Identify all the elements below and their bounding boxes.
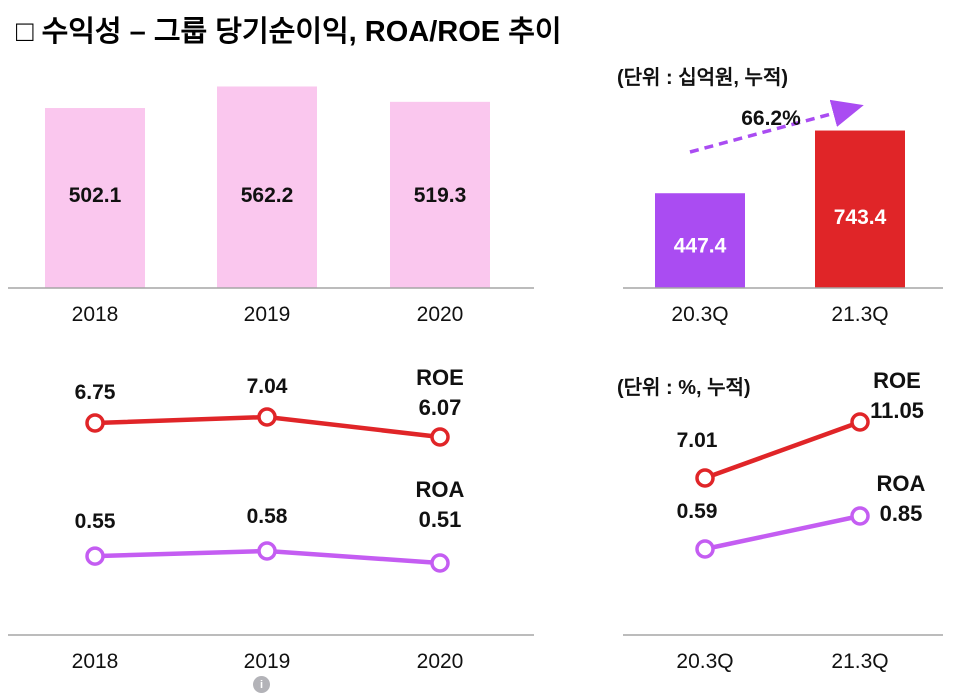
roa-marker [695, 539, 715, 559]
unit-label-percent: (단위 : %, 누적) [617, 377, 751, 399]
roa-marker [430, 553, 450, 573]
page-title: □ 수익성 – 그룹 당기순이익, ROA/ROE 추이 [16, 16, 562, 48]
point-value: 0.59 [677, 500, 718, 523]
info-icon[interactable]: i [253, 676, 270, 693]
x-tick: 2018 [72, 303, 119, 326]
point-value: 6.75 [75, 381, 116, 404]
roa-series-label: ROA [416, 477, 465, 502]
bar-20.3Q [655, 193, 745, 288]
roe-last-value: 11.05 [870, 398, 924, 423]
roa-last-value: 0.85 [880, 501, 923, 526]
roa-roe-quarterly-line-chart: 7.01 ROE 11.05 0.59 ROA 0.85 20.3Q 21.3Q [623, 368, 943, 673]
point-value: 0.58 [247, 505, 288, 528]
roe-series-label: ROE [416, 365, 464, 390]
roa-line [702, 513, 863, 552]
x-tick: 21.3Q [831, 650, 888, 673]
roa-last-value: 0.51 [419, 507, 462, 532]
roa-series-label: ROA [877, 471, 926, 496]
panel-net-income-annual: 502.1 2018 562.2 2019 519.3 2020 [0, 55, 550, 355]
bar-value: 519.3 [414, 184, 467, 207]
panel-net-income-quarterly: (단위 : 십억원, 누적) 447.4 20.3Q 743.4 21.3Q 66.2% [595, 55, 968, 355]
bar-2018 [45, 108, 145, 288]
net-income-quarterly-bar-chart: 447.4 20.3Q 743.4 21.3Q 66.2% [623, 99, 943, 326]
roe-marker [85, 413, 105, 433]
bar-2019 [217, 86, 317, 288]
info-icon-glyph: i [259, 678, 264, 691]
x-tick: 2020 [417, 650, 464, 673]
bar-2020 [390, 101, 490, 288]
net-income-annual-bar-chart: 502.1 2018 562.2 2019 519.3 2020 [8, 86, 534, 326]
x-tick: 2019 [244, 650, 291, 673]
bar-value: 562.2 [241, 184, 294, 207]
point-value: 7.04 [247, 375, 288, 398]
roa-marker [850, 506, 870, 526]
unit-label-billion-won: (단위 : 십억원, 누적) [617, 67, 789, 89]
x-tick: 21.3Q [831, 303, 888, 326]
bar-value: 502.1 [69, 184, 122, 207]
x-tick: 2020 [417, 303, 464, 326]
x-tick: 2019 [244, 303, 291, 326]
roe-series-label: ROE [873, 368, 921, 393]
roe-marker [850, 412, 870, 432]
growth-percent-label: 66.2% [741, 107, 801, 130]
bar-21.3Q [815, 130, 905, 288]
roa-marker [257, 541, 277, 561]
roe-marker [430, 427, 450, 447]
x-tick: 2018 [72, 650, 119, 673]
panel-roa-roe-annual: 6.75 7.04 ROE 6.07 0.55 0.58 ROA 0.51 2018 2019 20… [0, 355, 550, 693]
bar-value: 447.4 [674, 234, 727, 257]
roe-marker [695, 468, 715, 488]
roe-marker [257, 407, 277, 427]
roe-line [702, 419, 863, 481]
x-tick: 20.3Q [676, 650, 733, 673]
point-value: 0.55 [75, 510, 116, 533]
panel-roa-roe-quarterly: (단위 : %, 누적) 7.01 ROE 11.05 0.59 ROA 0.85 20.3… [595, 355, 968, 693]
roa-marker [85, 546, 105, 566]
point-value: 7.01 [677, 429, 718, 452]
roe-last-value: 6.07 [419, 395, 462, 420]
roa-roe-annual-line-chart: 6.75 7.04 ROE 6.07 0.55 0.58 ROA 0.51 2018 2019 20… [8, 365, 534, 673]
bar-value: 743.4 [834, 206, 887, 229]
x-tick: 20.3Q [671, 303, 728, 326]
